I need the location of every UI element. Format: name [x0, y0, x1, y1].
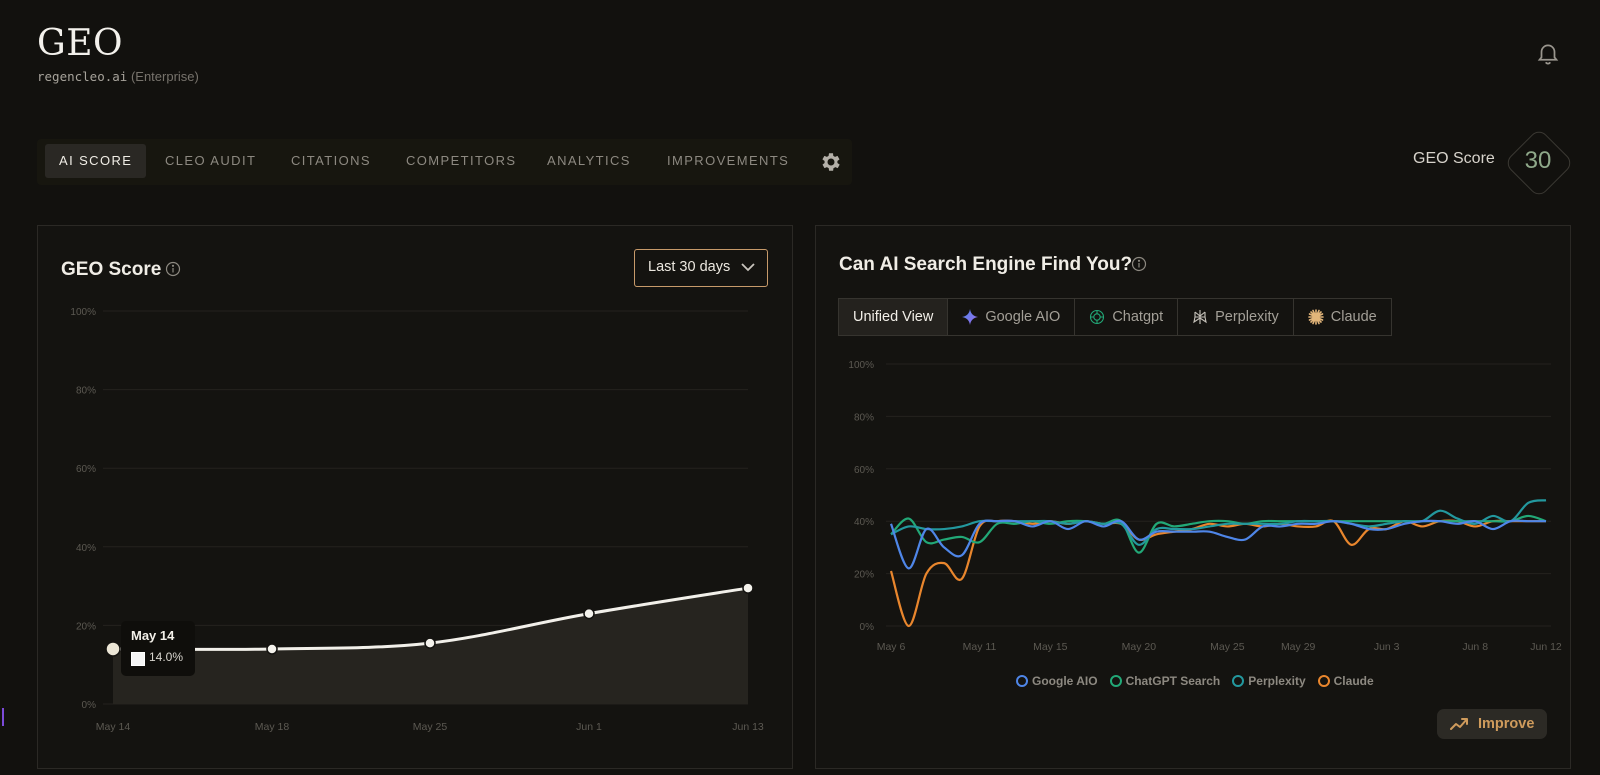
x-tick-label: Jun 3 [1374, 641, 1400, 653]
y-tick-label: 100% [848, 360, 874, 371]
tab-competitors[interactable]: COMPETITORS [406, 153, 517, 168]
tab-label: Claude [1330, 309, 1377, 325]
y-tick-label: 60% [76, 464, 96, 475]
x-tick-label: May 29 [1281, 641, 1316, 653]
geo-score-panel-title: GEO Score [61, 259, 162, 280]
improve-button[interactable]: Improve [1437, 709, 1547, 739]
x-tick-label: May 11 [963, 641, 997, 653]
data-point[interactable] [105, 641, 121, 657]
brand: GEO regencleo.ai (Enterprise) [37, 23, 199, 85]
brand-domain: regencleo.ai [37, 69, 128, 84]
legend-label: ChatGPT Search [1125, 674, 1221, 688]
y-tick-label: 80% [76, 386, 96, 397]
perplexity-icon [1193, 310, 1207, 324]
series-line-google-aio [889, 519, 1546, 570]
legend-label: Google AIO [1032, 674, 1098, 688]
legend-item-google-aio[interactable]: Google AIO [1016, 674, 1098, 688]
x-tick-label: May 25 [413, 721, 448, 733]
openai-icon [1090, 309, 1105, 325]
x-tick-label: May 15 [1033, 641, 1068, 653]
legend-swatch [1016, 675, 1028, 687]
brand-plan: (Enterprise) [130, 69, 199, 84]
x-tick-label: May 6 [877, 641, 906, 653]
y-tick-label: 40% [854, 517, 874, 528]
geo-score-chart: 0% 20% 40% 60% 80% 100% May 14 May 18 May 25 Jun … [70, 307, 764, 733]
x-tick-label: Jun 8 [1462, 641, 1488, 653]
y-tick-label: 0% [860, 622, 875, 633]
geo-score-panel: GEO Score Last 30 days 0% 20% 40% 60% 80% 100… [37, 225, 793, 769]
data-point[interactable] [424, 637, 436, 649]
claude-burst-icon [1307, 309, 1324, 325]
improve-label: Improve [1478, 716, 1535, 732]
legend-swatch [1317, 675, 1330, 687]
tab-label: Perplexity [1215, 309, 1279, 325]
data-point[interactable] [266, 643, 278, 655]
tooltip-swatch [131, 652, 145, 666]
brand-title: GEO [37, 23, 124, 64]
legend-swatch [1232, 675, 1245, 687]
x-tick-label: May 18 [255, 721, 290, 733]
side-indicator [2, 708, 4, 726]
tab-improvements[interactable]: IMPROVEMENTS [667, 153, 790, 168]
x-tick-label: May 20 [1122, 641, 1157, 653]
chart-legend: Google AIO ChatGPT Search Perplexity Cla… [1016, 674, 1374, 688]
date-range-select[interactable]: Last 30 days [634, 249, 768, 287]
main-nav-tabs: AI SCORE CLEO AUDIT CITATIONS COMPETITOR… [37, 139, 852, 185]
tab-ai-score[interactable]: AI SCORE [45, 144, 147, 178]
legend-item-chatgpt-search[interactable]: ChatGPT Search [1109, 674, 1221, 688]
tab-chatgpt[interactable]: Chatgpt [1075, 299, 1179, 335]
y-tick-label: 100% [70, 307, 96, 318]
chevron-down-icon [741, 263, 755, 272]
legend-swatch [1109, 675, 1122, 687]
geo-score-value: 30 [1524, 147, 1552, 174]
tooltip-date: May 14 [131, 628, 175, 643]
tab-label: Chatgpt [1112, 309, 1164, 325]
legend-item-perplexity[interactable]: Perplexity [1232, 674, 1306, 688]
brand-subtitle: regencleo.ai (Enterprise) [37, 69, 199, 84]
y-tick-label: 20% [76, 621, 96, 632]
gear-icon[interactable] [818, 150, 842, 174]
geo-score-label: GEO Score [1413, 150, 1495, 167]
info-icon[interactable] [1131, 256, 1147, 272]
engine-visibility-chart: 0% 20% 40% 60% 80% 100% May 6 May 11 May 15 May 2… [848, 360, 1562, 653]
tab-citations[interactable]: CITATIONS [291, 153, 372, 168]
legend-label: Claude [1333, 674, 1374, 688]
chart-tooltip: May 14 14.0% [121, 621, 195, 676]
data-point[interactable] [742, 582, 754, 594]
tab-unified-view[interactable]: Unified View [839, 299, 949, 335]
bell-icon[interactable] [1535, 40, 1561, 66]
tab-cleo-audit[interactable]: CLEO AUDIT [165, 153, 257, 168]
legend-label: Perplexity [1248, 674, 1306, 688]
tab-claude[interactable]: Claude [1294, 299, 1391, 335]
date-range-label: Last 30 days [648, 259, 731, 275]
data-point[interactable] [583, 607, 595, 620]
tab-label: Google AIO [985, 309, 1061, 325]
engine-visibility-panel: Can AI Search Engine Find You? Unified V… [815, 225, 1571, 769]
trending-up-icon [1450, 718, 1468, 730]
tab-analytics[interactable]: ANALYTICS [547, 153, 631, 168]
y-tick-label: 40% [76, 543, 96, 554]
tooltip-value: 14.0% [149, 650, 184, 664]
engine-tabs: Unified View Google AIO Chatgpt Perplexi… [838, 298, 1392, 336]
y-tick-label: 0% [82, 700, 97, 711]
engine-panel-title: Can AI Search Engine Find You? [839, 254, 1133, 275]
y-tick-label: 60% [854, 465, 874, 476]
legend-item-claude[interactable]: Claude [1317, 674, 1374, 688]
y-tick-label: 80% [854, 412, 874, 423]
tab-label: Unified View [853, 309, 934, 325]
info-icon[interactable] [165, 261, 181, 277]
gemini-sparkle-icon [962, 309, 979, 325]
x-tick-label: May 25 [1210, 641, 1245, 653]
tab-perplexity[interactable]: Perplexity [1178, 299, 1294, 335]
x-tick-label: Jun 13 [732, 721, 764, 733]
x-tick-label: May 14 [96, 721, 131, 733]
tab-google-aio[interactable]: Google AIO [948, 299, 1076, 335]
x-tick-label: Jun 12 [1530, 641, 1562, 653]
x-tick-label: Jun 1 [576, 721, 602, 733]
y-tick-label: 20% [854, 570, 874, 581]
